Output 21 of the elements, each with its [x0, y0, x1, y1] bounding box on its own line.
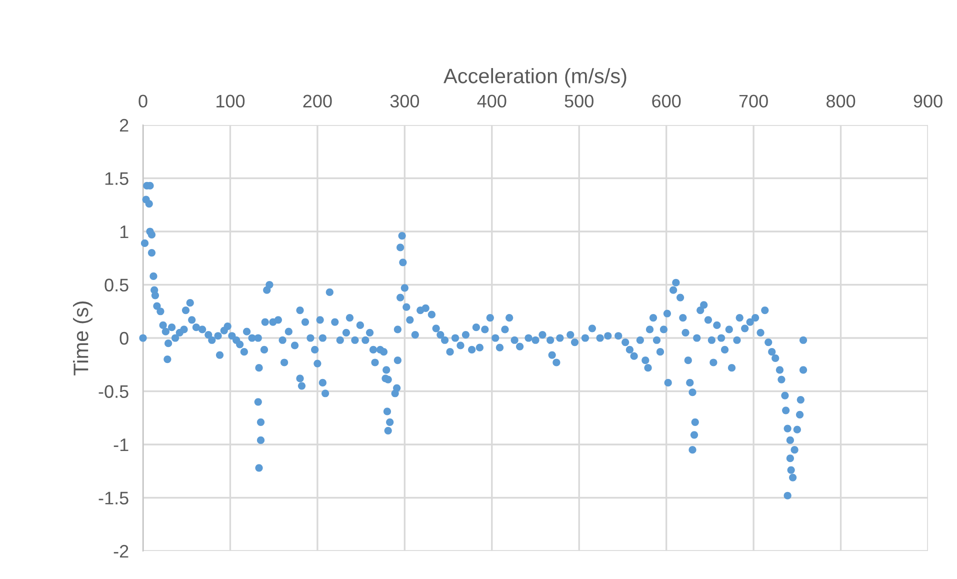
y-tick-label: 0 [120, 332, 128, 345]
y-tick-label: 1 [120, 226, 128, 238]
x-tick-label: 800 [826, 94, 856, 108]
x-tick-label: 200 [303, 94, 332, 108]
y-tick-label: 1.5 [105, 172, 128, 185]
x-tick-label: 300 [390, 94, 420, 108]
y-tick-label: -1.5 [98, 492, 128, 504]
y-tick-label: 0.5 [104, 278, 128, 292]
x-tick-label: 400 [477, 94, 506, 108]
x-tick-label: 900 [914, 94, 942, 108]
x-tick-label: 100 [216, 94, 245, 108]
x-tick-label: 500 [564, 94, 594, 108]
y-tick-label: 2 [120, 118, 128, 132]
x-tick-label: 600 [652, 94, 681, 108]
y-tick-label: -2 [114, 544, 128, 558]
y-tick-label: -0.5 [98, 385, 128, 398]
x-tick-label: 700 [739, 94, 768, 108]
y-axis-title: Time (s) [73, 301, 92, 376]
y-tick-label: -1 [114, 438, 128, 452]
x-axis-title: Acceleration (m/s/s) [444, 68, 626, 88]
x-tick-label: 0 [138, 94, 148, 108]
